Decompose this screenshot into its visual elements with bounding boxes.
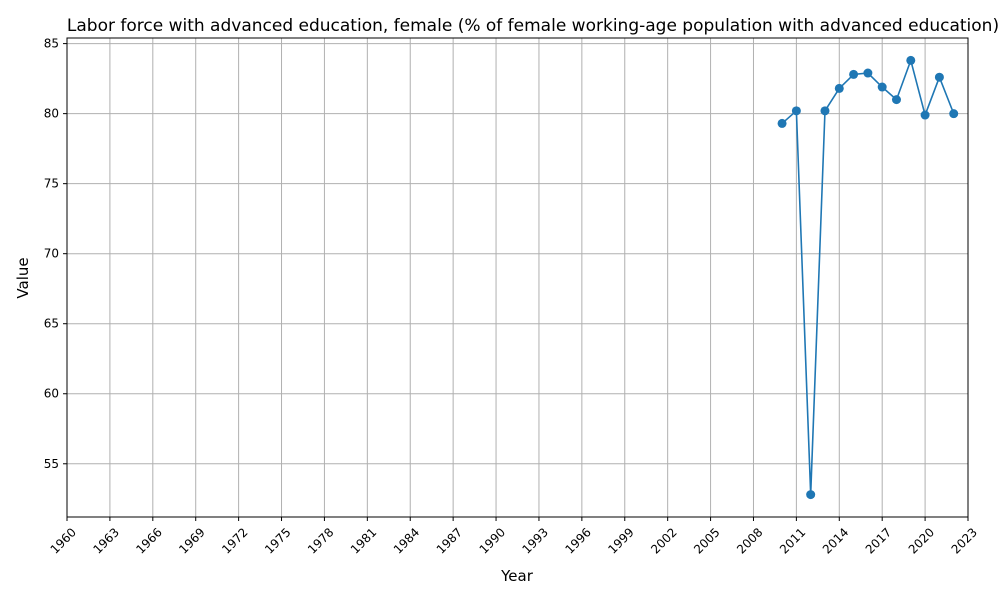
series-line [781,59,955,496]
x-tick-label: 2011 [777,525,808,556]
x-tick-label: 2014 [820,525,851,556]
chart-title: Labor force with advanced education, fem… [67,16,999,36]
y-axis-label: Value [14,257,32,298]
x-tick-label: 1987 [434,525,465,556]
data-point [834,83,844,93]
x-tick-label: 2017 [863,525,894,556]
plot-frame [66,37,969,518]
x-tick-label: 1993 [520,525,551,556]
x-tick-label: 1960 [48,525,79,556]
data-point [949,109,959,119]
y-tick-label: 80 [44,107,59,121]
x-tick-label: 2005 [691,525,722,556]
y-tick-label: 75 [44,177,59,191]
data-point [891,95,901,105]
x-tick-label: 1975 [262,525,293,556]
y-tick-label: 85 [44,37,59,51]
data-point [920,110,930,120]
x-tick-label: 1996 [562,525,593,556]
x-axis-ticks: 1960 1963 1966 1969 1972 1975 1978 1981 1984 1987… [48,517,980,557]
x-tick-label: 1984 [391,525,422,556]
x-tick-label: 1972 [219,525,250,556]
x-tick-label: 1966 [133,525,164,556]
x-tick-label: 2002 [648,525,679,556]
x-tick-label: 1999 [605,525,636,556]
y-axis-ticks: 55 60 65 70 75 80 85 [44,37,67,471]
x-tick-label: 1969 [176,525,207,556]
x-tick-label: 1990 [477,525,508,556]
x-tick-label: 2008 [734,525,765,556]
x-axis-label: Year [500,567,534,585]
data-point [934,72,944,82]
y-tick-label: 55 [44,457,59,471]
x-tick-label: 1981 [348,525,379,556]
data-point [877,82,887,92]
data-point [791,106,801,116]
data-point [906,55,916,65]
data-point [849,69,859,79]
data-point [806,490,816,500]
x-tick-label: 2020 [906,525,937,556]
series-layer [777,55,959,500]
x-tick-label: 1963 [90,525,121,556]
data-point [777,118,787,128]
x-tick-label: 1978 [305,525,336,556]
grid [66,38,969,517]
y-tick-label: 65 [44,317,59,331]
data-point [820,106,830,116]
data-point [863,68,873,78]
y-tick-label: 70 [44,247,59,261]
y-tick-label: 60 [44,387,59,401]
x-tick-label: 2023 [949,525,980,556]
